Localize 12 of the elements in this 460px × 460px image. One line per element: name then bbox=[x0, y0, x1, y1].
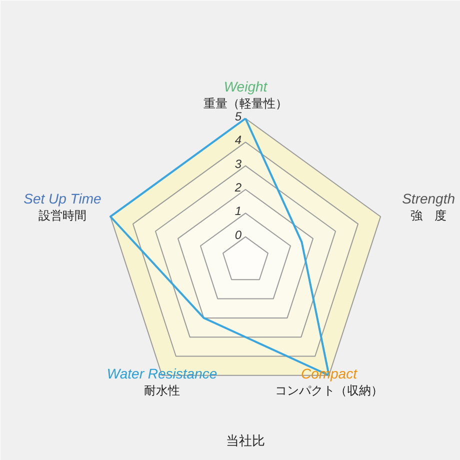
y-tick-label: 1 bbox=[234, 204, 242, 218]
y-tick-label: 5 bbox=[234, 110, 242, 124]
spoke-label: Strength 強 度 bbox=[402, 190, 456, 223]
spoke-label: Set Up Time 設営時間 bbox=[24, 190, 102, 223]
text: 当社比 bbox=[226, 433, 265, 448]
y-tick-label: 0 bbox=[234, 228, 242, 242]
spoke-label: Compact コンパクト（収納） bbox=[274, 365, 383, 398]
spoke-label: Water Resistance 耐水性 bbox=[106, 365, 218, 398]
spoke-label: Weight 重量（軽量性） bbox=[204, 78, 288, 110]
y-tick-label: 4 bbox=[234, 133, 242, 148]
y-tick-label: 3 bbox=[234, 156, 242, 171]
y-tick-label: 2 bbox=[234, 180, 242, 194]
